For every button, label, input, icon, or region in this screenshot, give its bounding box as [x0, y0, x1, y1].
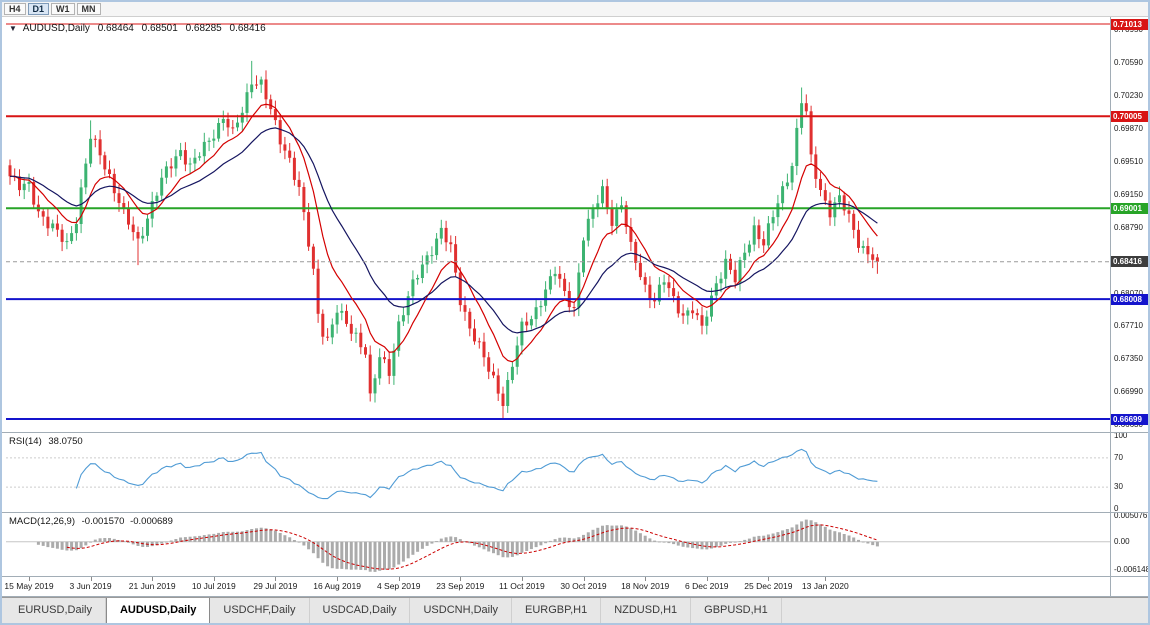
- date-tick: [706, 577, 708, 581]
- date-label: 11 Oct 2019: [499, 581, 545, 591]
- date-tick: [337, 577, 339, 581]
- ohlc-low: 0.68285: [185, 23, 222, 34]
- panel-divider: [2, 596, 1148, 597]
- chart-tab-eurgbp-h1[interactable]: EURGBP,H1: [512, 598, 602, 623]
- macd-indicator-panel[interactable]: [6, 513, 1110, 576]
- macd-header: MACD(12,26,9) -0.001570 -0.000689: [9, 516, 173, 527]
- date-tick: [825, 577, 827, 581]
- panel-divider[interactable]: [2, 432, 1148, 433]
- rsi-axis-label: 100: [1114, 431, 1128, 440]
- panel-divider: [2, 576, 1148, 577]
- rsi-value: 38.0750: [48, 436, 83, 447]
- date-tick: [460, 577, 462, 581]
- date-tick: [275, 577, 277, 581]
- macd-main-value: -0.001570: [81, 516, 125, 527]
- date-tick: [90, 577, 92, 581]
- timeframe-button-w1[interactable]: W1: [51, 3, 75, 15]
- y-axis-label: 0.69870: [1114, 123, 1143, 133]
- dropdown-arrow-icon[interactable]: ▼: [9, 24, 17, 33]
- candlestick-chart[interactable]: [6, 16, 1110, 432]
- date-label: 29 Jul 2019: [253, 581, 298, 591]
- y-axis-label: 0.69510: [1114, 156, 1143, 166]
- date-tick: [152, 577, 154, 581]
- macd-axis-label: 0.005076: [1114, 511, 1148, 520]
- date-tick: [213, 577, 215, 581]
- date-label: 13 Jan 2020: [801, 581, 849, 591]
- y-axis-label: 0.70230: [1114, 90, 1143, 100]
- current-price-tag: 0.68416: [1111, 256, 1148, 268]
- date-tick: [521, 577, 523, 581]
- date-label: 16 Aug 2019: [313, 581, 361, 591]
- price-axis-separator: [1110, 16, 1111, 596]
- rsi-axis-label: 70: [1114, 452, 1123, 462]
- y-axis-label: 0.66990: [1114, 387, 1143, 397]
- y-axis-label: 0.68790: [1114, 222, 1143, 232]
- date-label: 23 Sep 2019: [436, 581, 485, 591]
- timeframe-button-h4[interactable]: H4: [4, 3, 26, 15]
- date-label: 21 Jun 2019: [128, 581, 176, 591]
- chart-tab-audusd-daily[interactable]: AUDUSD,Daily: [105, 598, 211, 623]
- chart-tab-eurusd-daily[interactable]: EURUSD,Daily: [5, 598, 106, 623]
- date-label: 25 Dec 2019: [744, 581, 793, 591]
- macd-axis-label: 0.00: [1114, 536, 1130, 546]
- chart-tabs-bar: EURUSD,Daily AUDUSD,Daily USDCHF,Daily USDC…: [2, 597, 1148, 623]
- date-label: 10 Jul 2019: [191, 581, 236, 591]
- date-label: 3 Jun 2019: [69, 581, 112, 591]
- chart-tab-nzdusd-h1[interactable]: NZDUSD,H1: [601, 598, 692, 623]
- rsi-axis-label: 0: [1114, 504, 1119, 513]
- date-label: 4 Sep 2019: [376, 581, 421, 591]
- rsi-header: RSI(14) 38.0750: [9, 436, 83, 447]
- panel-divider[interactable]: [2, 512, 1148, 513]
- y-axis-label: 0.68070: [1114, 289, 1148, 299]
- macd-axis-label: -0.006148: [1114, 565, 1150, 574]
- ohlc-high: 0.68501: [141, 23, 178, 34]
- y-axis-label: 0.69150: [1114, 189, 1143, 199]
- date-label: 15 May 2019: [4, 581, 54, 591]
- chart-title: ▼ AUDUSD,Daily 0.68464 0.68501 0.68285 0…: [9, 23, 266, 34]
- ohlc-close: 0.68416: [229, 23, 266, 34]
- chart-tab-usdcad-daily[interactable]: USDCAD,Daily: [310, 598, 411, 623]
- timeframe-button-d1[interactable]: D1: [27, 3, 50, 15]
- ohlc-open: 0.68464: [97, 23, 134, 34]
- price-level-tag: 0.70005: [1111, 110, 1148, 122]
- date-label: 30 Oct 2019: [560, 581, 607, 591]
- price-level-tag: 0.69001: [1111, 202, 1148, 214]
- chart-symbol: AUDUSD,Daily: [22, 23, 90, 34]
- chart-tab-gbpusd-h1[interactable]: GBPUSD,H1: [691, 598, 782, 623]
- price-level-tag: 0.66699: [1111, 413, 1148, 425]
- date-tick: [29, 577, 30, 581]
- date-tick: [645, 577, 647, 581]
- y-axis-label: 0.67710: [1114, 321, 1143, 331]
- timeframe-toolbar: H4 D1 W1 MN: [2, 2, 1148, 17]
- date-label: 18 Nov 2019: [621, 581, 670, 591]
- y-axis-label: 0.66630: [1114, 420, 1143, 430]
- chart-tab-usdcnh-daily[interactable]: USDCNH,Daily: [410, 598, 513, 623]
- y-axis-label: 0.67350: [1114, 354, 1143, 364]
- y-axis-label: 0.70590: [1114, 57, 1143, 67]
- timeframe-button-mn[interactable]: MN: [76, 3, 101, 15]
- macd-signal-value: -0.000689: [130, 516, 173, 527]
- rsi-indicator-panel[interactable]: [6, 433, 1110, 512]
- date-label: 6 Dec 2019: [685, 581, 729, 591]
- rsi-name: RSI(14): [9, 436, 42, 447]
- macd-name: MACD(12,26,9): [9, 516, 75, 527]
- price-level-tag: 0.71013: [1111, 18, 1148, 30]
- price-level-tag: 0.68008: [1111, 293, 1148, 305]
- date-tick: [583, 577, 585, 581]
- date-tick: [768, 577, 770, 581]
- date-tick: [398, 577, 400, 581]
- chart-tab-usdchf-daily[interactable]: USDCHF,Daily: [210, 598, 310, 623]
- rsi-axis-label: 30: [1114, 482, 1123, 492]
